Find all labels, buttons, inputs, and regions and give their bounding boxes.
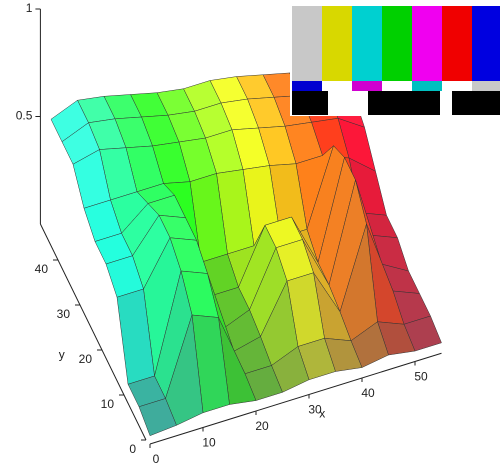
x-tick-label: 10	[202, 436, 216, 450]
color-bar	[452, 91, 500, 115]
x-tick-label: 40	[361, 386, 375, 400]
surface-cell	[138, 398, 177, 437]
x-tick-label: 30	[308, 403, 322, 417]
color-bar	[292, 81, 322, 91]
color-bar	[322, 6, 352, 81]
axes: 0 10 20 30 40 50 0 10 20 30 40 0.5 1 x y	[16, 1, 442, 466]
color-bar	[412, 6, 442, 81]
z-tick-label: 0.5	[16, 109, 33, 123]
color-bar	[442, 6, 472, 81]
z-tick-label: 1	[26, 1, 33, 15]
x-axis-label: x	[319, 407, 325, 421]
color-bar	[352, 6, 382, 81]
color-bars-inset	[290, 4, 500, 116]
color-bar	[412, 81, 442, 91]
color-bar	[292, 91, 328, 115]
y-tick-label: 40	[35, 262, 49, 276]
y-axis-label: y	[59, 348, 65, 362]
x-axis	[149, 352, 442, 445]
y-tick-label: 0	[129, 442, 136, 456]
y-tick-label: 10	[101, 397, 115, 411]
y-tick-label: 30	[57, 307, 71, 321]
color-bar	[352, 81, 382, 91]
y-tick-label: 20	[79, 352, 93, 366]
color-bar	[368, 91, 440, 115]
x-tick-label: 50	[414, 370, 428, 384]
surface	[50, 68, 442, 437]
x-tick-label: 0	[153, 452, 160, 466]
color-bar	[472, 6, 500, 81]
color-bar	[472, 81, 500, 91]
color-bar	[382, 6, 412, 81]
x-tick-label: 20	[255, 419, 269, 433]
color-bar	[292, 6, 322, 81]
